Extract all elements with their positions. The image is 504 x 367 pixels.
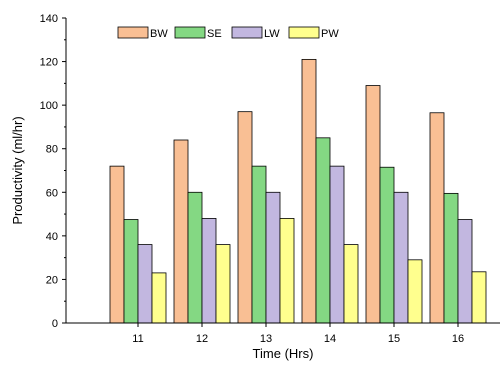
x-tick-label: 13 [260,333,272,345]
bar-se-15 [379,166,395,324]
legend: BW SE LW PW [117,26,339,40]
legend-label-se: SE [207,28,222,40]
bar-bw-12 [173,139,189,324]
legend-label-lw: LW [264,28,280,40]
legend-swatch-se [174,26,206,39]
y-tick-label: 60 [46,187,58,199]
y-tick-label: 20 [46,274,58,286]
bar-se-13 [251,165,267,324]
x-tick-label: 12 [196,333,208,345]
bar-lw-11 [137,244,153,324]
bar-bw-14 [301,58,317,324]
y-tick-label: 140 [40,13,58,25]
legend-swatch-pw [288,26,320,39]
bar-pw-16 [471,271,487,324]
bar-lw-15 [393,191,409,324]
x-tick-label: 11 [132,333,143,345]
y-ticks: 0 20 40 60 80 100 120 140 [40,13,66,330]
bars-group [109,58,487,324]
bar-pw-13 [279,218,295,324]
bar-pw-15 [407,259,423,324]
bar-lw-12 [201,218,217,324]
bar-lw-13 [265,191,281,324]
x-tick-label: 14 [324,333,336,345]
bar-pw-11 [151,272,167,324]
bar-bw-15 [365,85,381,324]
legend-swatch-bw [117,26,149,39]
legend-label-bw: BW [150,28,168,40]
bar-bw-13 [237,111,253,324]
y-axis-title: Productivity (ml/hr) [10,116,25,224]
y-tick-label: 120 [40,57,58,69]
bar-lw-16 [457,219,473,324]
bar-se-11 [123,219,139,324]
bar-se-12 [187,191,203,324]
x-tick-label: 16 [452,333,464,345]
y-tick-label: 0 [52,318,58,330]
x-axis-title: Time (Hrs) [253,346,314,361]
legend-label-pw: PW [321,28,339,40]
bar-se-16 [443,192,459,324]
bar-pw-12 [215,244,231,324]
bar-pw-14 [343,244,359,324]
y-tick-label: 100 [40,100,58,112]
y-tick-label: 80 [46,144,58,156]
bar-bw-16 [429,112,445,324]
bar-bw-11 [109,165,125,324]
legend-swatch-lw [231,26,263,39]
y-tick-label: 40 [46,231,58,243]
bar-lw-14 [329,165,345,324]
x-tick-label: 15 [388,333,400,345]
x-ticks: 11 12 13 14 15 16 [132,323,464,345]
bar-se-14 [315,137,331,324]
